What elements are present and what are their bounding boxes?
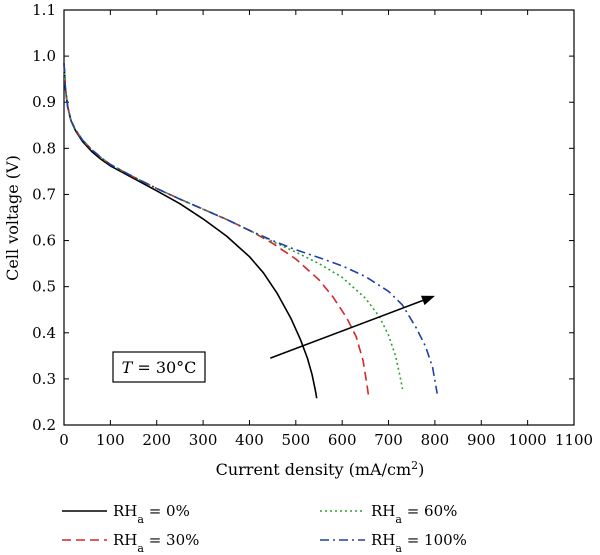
y-tick-label: 1.0: [32, 47, 56, 65]
y-tick-label: 1.1: [32, 1, 56, 19]
x-tick-label: 800: [421, 431, 450, 449]
y-tick-label: 0.3: [32, 370, 56, 388]
axis-tick-labels: 0 100 200 300 400 500 600 700 800 900 1000 1100 0.2 0…: [32, 1, 593, 449]
x-tick-label: 500: [281, 431, 310, 449]
arrow-head: [420, 295, 435, 306]
y-axis-title: Cell voltage (V): [3, 155, 22, 281]
x-tick-label: 1000: [509, 431, 547, 449]
x-axis-title: Current density (mA/cm2): [216, 459, 425, 480]
legend-label-1: RHa = 30%: [113, 531, 199, 555]
y-tick-label: 0.9: [32, 93, 56, 111]
y-tick-label: 0.8: [32, 139, 56, 157]
x-tick-label: 100: [96, 431, 125, 449]
trend-arrow: [270, 295, 435, 359]
series-line-0: [63, 62, 318, 399]
x-tick-label: 1100: [555, 431, 593, 449]
x-tick-label: 400: [235, 431, 264, 449]
x-tick-label: 200: [142, 431, 171, 449]
series-line-3: [63, 62, 438, 394]
series-line-1: [63, 62, 370, 397]
legend-label-2: RHa = 60%: [371, 502, 457, 526]
plot-frame: [63, 9, 575, 426]
legend-label-0: RHa = 0%: [113, 502, 190, 526]
x-tick-label: 0: [59, 431, 69, 449]
y-tick-label: 0.2: [32, 416, 56, 434]
y-tick-label: 0.4: [32, 324, 56, 342]
y-tick-label: 0.6: [32, 232, 56, 250]
x-tick-label: 300: [189, 431, 218, 449]
series-lines: [63, 62, 438, 399]
series-line-2: [63, 62, 404, 390]
y-tick-label: 0.5: [32, 278, 56, 296]
arrow-shaft: [270, 299, 424, 359]
x-tick-label: 900: [467, 431, 496, 449]
annotation-box: [112, 351, 206, 383]
legend-label-3: RHa = 100%: [371, 531, 467, 555]
legend: RHa = 0% RHa = 60% RHa = 30% RHa = 100%: [62, 502, 467, 555]
x-tick-label: 700: [374, 431, 403, 449]
axis-ticks: [63, 9, 575, 426]
x-tick-label: 600: [328, 431, 357, 449]
y-tick-label: 0.7: [32, 185, 56, 203]
annotation-text: T = 30°C: [122, 358, 197, 377]
